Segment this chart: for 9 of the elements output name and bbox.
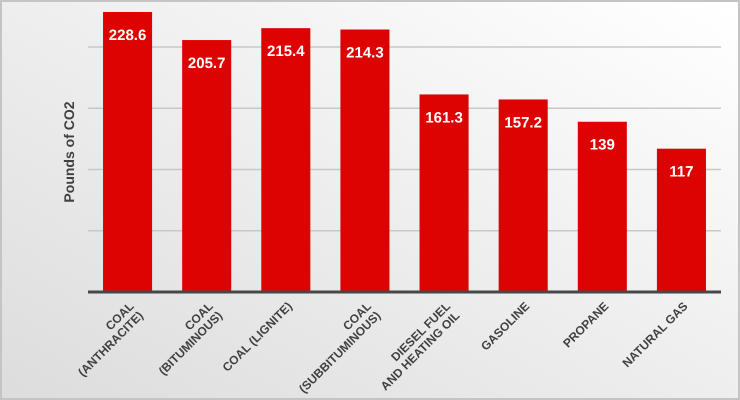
data-label: 157.2 (504, 114, 542, 132)
data-label: 139 (590, 136, 615, 154)
data-label: 117 (669, 164, 694, 181)
data-label: 214.3 (346, 44, 384, 62)
y-axis-title: Pounds of CO2 (61, 101, 77, 203)
data-label: 228.6 (108, 27, 146, 44)
data-label: 205.7 (188, 55, 226, 72)
data-label: 161.3 (425, 109, 463, 126)
data-label: 215.4 (267, 43, 306, 60)
